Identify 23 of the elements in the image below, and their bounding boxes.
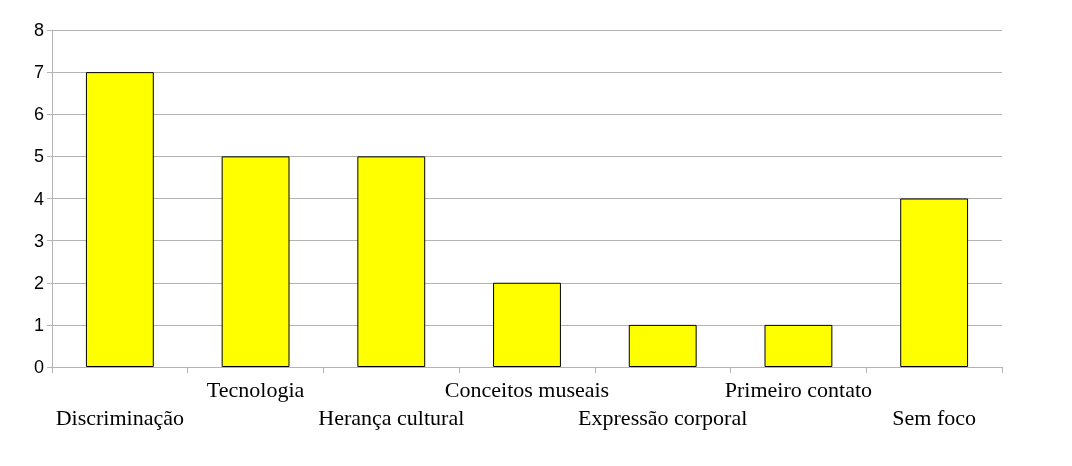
- bar: [221, 156, 290, 367]
- y-tick-label: 1: [33, 314, 44, 335]
- x-tick-label: Tecnologia: [206, 376, 305, 402]
- y-tick-label: 0: [33, 357, 44, 377]
- bar: [85, 72, 154, 367]
- y-tick-label: 8: [33, 20, 44, 40]
- x-tick-label: Expressão corporal: [578, 404, 748, 430]
- y-tick-label: 2: [33, 272, 44, 293]
- y-tick-label: 6: [33, 104, 44, 125]
- bar: [357, 156, 426, 367]
- x-tick-label: Primeiro contato: [724, 376, 873, 402]
- y-tick-label: 5: [33, 146, 44, 167]
- x-tick-label: Sem foco: [892, 404, 976, 430]
- y-tick-label: 4: [33, 188, 44, 209]
- x-tick-label: Herança cultural: [318, 404, 465, 430]
- y-tick-label: 7: [33, 62, 44, 83]
- bar: [764, 324, 833, 367]
- bar: [900, 198, 969, 367]
- bar: [628, 324, 697, 367]
- y-tick-label: 3: [33, 230, 44, 251]
- x-tick-label: Conceitos museais: [444, 376, 610, 402]
- x-tick-label: Discriminação: [55, 404, 185, 430]
- bar: [493, 282, 561, 367]
